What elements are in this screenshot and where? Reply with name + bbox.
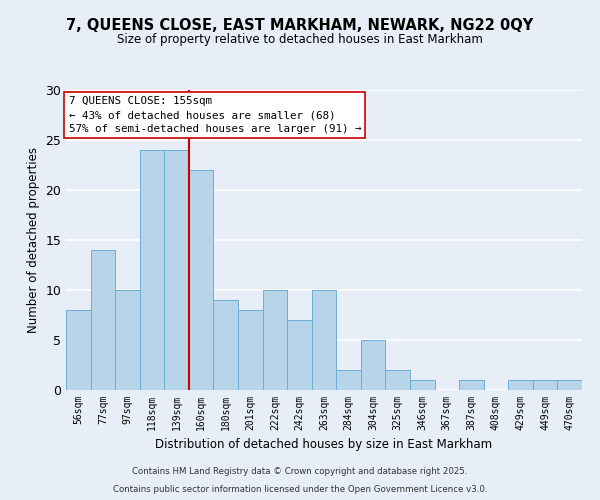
Bar (140, 150, 164, 390)
Bar (385, 370, 410, 390)
Bar (287, 320, 312, 390)
Text: Contains public sector information licensed under the Open Government Licence v3: Contains public sector information licen… (113, 485, 487, 494)
Bar (189, 170, 214, 390)
Bar (238, 310, 263, 390)
Text: Contains HM Land Registry data © Crown copyright and database right 2025.: Contains HM Land Registry data © Crown c… (132, 467, 468, 476)
X-axis label: Distribution of detached houses by size in East Markham: Distribution of detached houses by size … (155, 438, 493, 452)
Bar (263, 290, 287, 390)
Y-axis label: Number of detached properties: Number of detached properties (27, 147, 40, 333)
Bar (533, 380, 557, 390)
Bar (361, 340, 385, 390)
Text: 7 QUEENS CLOSE: 155sqm
← 43% of detached houses are smaller (68)
57% of semi-det: 7 QUEENS CLOSE: 155sqm ← 43% of detached… (68, 96, 361, 134)
Bar (508, 380, 533, 390)
Bar (410, 380, 434, 390)
Bar (214, 300, 238, 390)
Bar (115, 290, 140, 390)
Bar (312, 290, 336, 390)
Bar (164, 150, 189, 390)
Bar (91, 250, 115, 390)
Bar (459, 380, 484, 390)
Bar (66, 310, 91, 390)
Bar (557, 380, 582, 390)
Bar (336, 370, 361, 390)
Text: 7, QUEENS CLOSE, EAST MARKHAM, NEWARK, NG22 0QY: 7, QUEENS CLOSE, EAST MARKHAM, NEWARK, N… (67, 18, 533, 32)
Text: Size of property relative to detached houses in East Markham: Size of property relative to detached ho… (117, 32, 483, 46)
